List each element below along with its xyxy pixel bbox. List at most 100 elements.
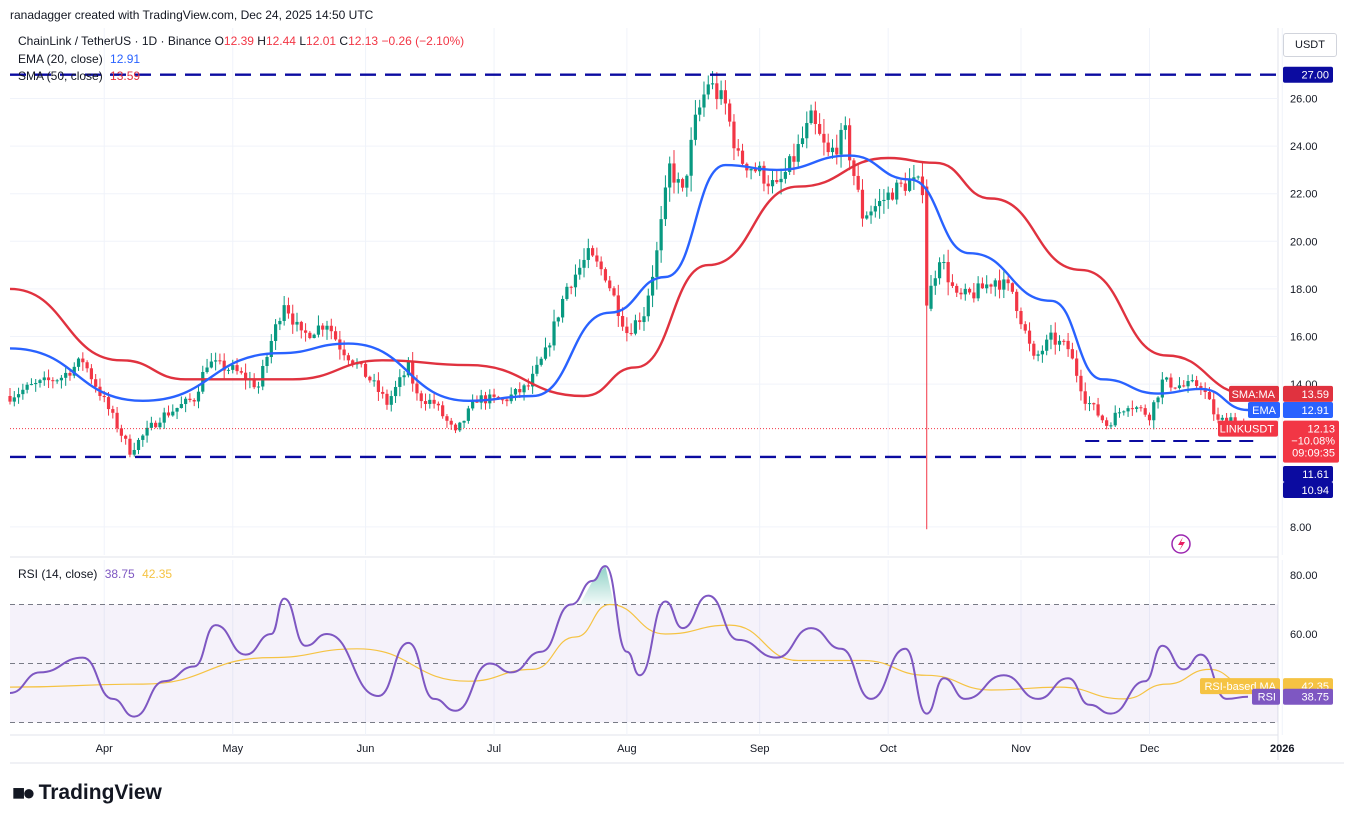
lightning-bolt bbox=[1178, 537, 1185, 551]
candle-body bbox=[1002, 279, 1006, 290]
candle-body bbox=[1045, 339, 1049, 351]
candle-body bbox=[68, 372, 72, 376]
candle-body bbox=[526, 385, 530, 387]
symbol-name-tag[interactable]: LINKUSDT bbox=[1218, 420, 1278, 437]
candle-body bbox=[638, 320, 642, 323]
candle-body bbox=[196, 391, 201, 402]
candle-body bbox=[955, 285, 959, 293]
candle-body bbox=[436, 403, 440, 406]
alert-lightning-icon[interactable] bbox=[1171, 534, 1191, 554]
support-1-tag[interactable]: 11.61 bbox=[1283, 466, 1333, 482]
candle-body bbox=[222, 360, 226, 371]
sma-name-tag[interactable]: SMA:MA bbox=[1229, 385, 1279, 402]
candle-body bbox=[612, 288, 616, 296]
candle-body bbox=[149, 422, 153, 428]
candle-body bbox=[449, 420, 453, 425]
candle-body bbox=[252, 379, 256, 388]
ema-legend[interactable]: EMA (20, close) 12.91 bbox=[18, 52, 140, 66]
time-tick-label: May bbox=[222, 743, 243, 755]
candle-body bbox=[1130, 408, 1134, 410]
sma-50-line bbox=[9, 156, 1249, 398]
resistance-price-tag-text: 27.00 bbox=[1301, 70, 1329, 82]
rsi-value-tag-bg bbox=[1283, 688, 1333, 705]
candle-body bbox=[278, 320, 282, 325]
candle-body bbox=[441, 405, 445, 417]
time-tick-label: Dec bbox=[1140, 743, 1160, 755]
support-2-tag[interactable]: 10.94 bbox=[1283, 482, 1333, 498]
rsi-ma-line bbox=[9, 603, 1249, 700]
candle-body bbox=[578, 267, 582, 275]
sma-price-tag-text: 13.59 bbox=[1301, 389, 1329, 401]
candle-body bbox=[895, 182, 899, 200]
candle-body bbox=[976, 283, 980, 299]
rsi-value-tag-text: 38.75 bbox=[1301, 692, 1329, 704]
candle-body bbox=[445, 416, 449, 421]
candle-body bbox=[119, 428, 123, 436]
candle-body bbox=[985, 284, 989, 289]
candle-body bbox=[1186, 381, 1190, 387]
candle-body bbox=[1113, 412, 1117, 426]
candle-body bbox=[753, 168, 757, 172]
candle-body bbox=[402, 375, 406, 378]
sma-legend[interactable]: SMA (50, close) 13.59 bbox=[18, 69, 140, 83]
candle-body bbox=[1177, 385, 1182, 389]
sma-name-tag-text: SMA:MA bbox=[1232, 389, 1276, 401]
sma-price-tag[interactable]: 13.59 bbox=[1283, 385, 1333, 402]
candle-body bbox=[1109, 425, 1113, 427]
candle-body bbox=[873, 206, 877, 212]
candle-body bbox=[312, 334, 316, 338]
candle-body bbox=[1216, 414, 1220, 420]
lightning-ring bbox=[1171, 534, 1191, 554]
symbol-name-tag-bg bbox=[1218, 420, 1278, 437]
candle-body bbox=[886, 192, 890, 200]
support-2-tag-text: 10.94 bbox=[1301, 485, 1329, 497]
candle-body bbox=[573, 274, 578, 288]
candle-body bbox=[136, 439, 141, 450]
price-pane[interactable] bbox=[10, 28, 1278, 555]
candle-body bbox=[1083, 391, 1087, 404]
candle-body bbox=[124, 435, 128, 439]
candle-body bbox=[997, 280, 1002, 290]
symbol-name-tag-text: LINKUSDT bbox=[1220, 424, 1275, 436]
time-tick-label: Nov bbox=[1011, 743, 1031, 755]
candle-body bbox=[608, 280, 612, 289]
candle-body bbox=[8, 396, 12, 402]
rsi-value-tag[interactable]: 38.75 bbox=[1283, 688, 1333, 705]
resistance-price-tag[interactable]: 27.00 bbox=[1283, 66, 1333, 83]
candle-body bbox=[848, 125, 852, 161]
candle-body bbox=[1032, 343, 1036, 356]
candle-body bbox=[346, 355, 351, 361]
candle-body bbox=[980, 283, 985, 289]
ema-price-tag[interactable]: 12.91 bbox=[1283, 402, 1333, 419]
rsi-name-tag[interactable]: RSI bbox=[1252, 688, 1280, 705]
candle-body bbox=[1126, 408, 1130, 412]
candle-body bbox=[1079, 375, 1083, 392]
last-price-tag[interactable]: 12.13−10.08%09:09:35 bbox=[1283, 420, 1339, 463]
candle-body bbox=[1190, 380, 1194, 382]
time-tick-label: Sep bbox=[750, 743, 770, 755]
candle-body bbox=[963, 288, 967, 295]
candle-body bbox=[865, 215, 869, 219]
candle-body bbox=[762, 165, 766, 184]
candle-body bbox=[856, 175, 860, 190]
candle-body bbox=[543, 347, 548, 359]
candle-body bbox=[805, 123, 809, 139]
candle-body bbox=[393, 386, 398, 397]
currency-selector[interactable]: USDT bbox=[1283, 33, 1337, 57]
candle-body bbox=[595, 255, 599, 262]
candle-body bbox=[372, 380, 376, 382]
rsi-legend[interactable]: RSI (14, close) 38.75 42.35 bbox=[18, 567, 172, 581]
time-tick-label: Oct bbox=[880, 743, 897, 755]
candle-body bbox=[603, 269, 608, 281]
candle-body bbox=[925, 186, 929, 306]
candle-body bbox=[214, 360, 218, 362]
candle-body bbox=[740, 150, 745, 164]
candle-body bbox=[466, 408, 470, 421]
time-tick-label: Apr bbox=[96, 743, 113, 755]
candle-body bbox=[822, 133, 826, 143]
candle-body bbox=[899, 182, 903, 184]
candle-body bbox=[912, 177, 916, 180]
candle-body bbox=[102, 395, 106, 398]
ema-name-tag[interactable]: EMA bbox=[1248, 402, 1280, 419]
